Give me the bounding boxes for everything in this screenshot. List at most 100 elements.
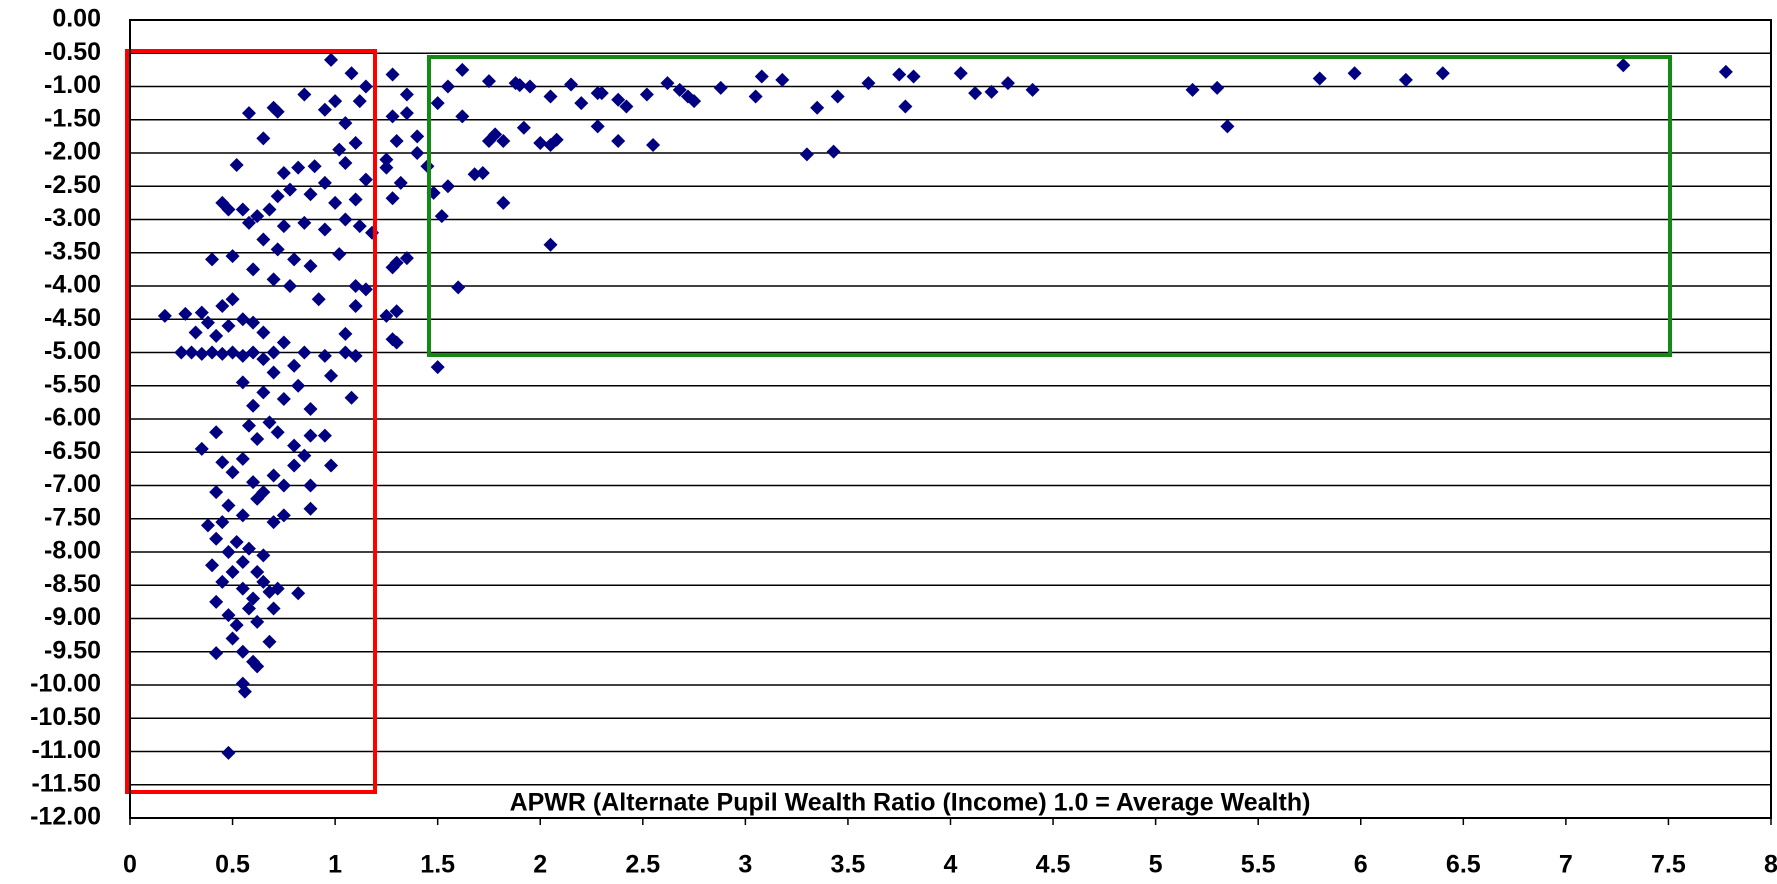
x-tick-label: 4.5: [1036, 851, 1071, 879]
point: [564, 77, 579, 92]
point: [205, 558, 220, 573]
point: [317, 428, 332, 443]
point: [262, 415, 277, 430]
point: [221, 498, 236, 513]
point: [332, 142, 347, 157]
point: [209, 425, 224, 440]
y-tick-label: -4.00: [44, 271, 101, 299]
point: [574, 96, 589, 111]
point: [1220, 119, 1235, 134]
x-tick-label: 7: [1559, 851, 1573, 879]
point: [826, 144, 841, 159]
point: [291, 586, 306, 601]
y-tick-label: -9.50: [44, 636, 101, 664]
point: [270, 189, 285, 204]
point: [235, 508, 250, 523]
tick-labels: 0.00 -0.50 -1.00 -1.50 -2.00 -2.50 -3.00 -3.50 -…: [30, 5, 1777, 879]
y-tick-label: 0.00: [52, 5, 101, 33]
point: [1210, 80, 1225, 95]
point: [250, 659, 265, 674]
point: [256, 131, 271, 146]
point: [328, 195, 343, 210]
point: [393, 175, 408, 190]
point: [358, 172, 373, 187]
y-tick-label: -2.50: [44, 171, 101, 199]
point: [385, 332, 400, 347]
y-tick-label: -6.50: [44, 437, 101, 465]
point: [1435, 66, 1450, 81]
point: [968, 86, 983, 101]
point: [209, 646, 224, 661]
point: [241, 106, 256, 121]
point: [225, 292, 240, 307]
highlight-box-green: [427, 55, 1672, 357]
point: [246, 591, 261, 606]
y-tick-label: -7.00: [44, 470, 101, 498]
point: [338, 326, 353, 341]
point: [194, 346, 209, 361]
point: [410, 129, 425, 144]
point: [619, 99, 634, 114]
point: [229, 618, 244, 633]
point: [892, 67, 907, 82]
point: [256, 385, 271, 400]
point: [430, 96, 445, 111]
marks: [157, 52, 1733, 760]
point: [455, 109, 470, 124]
y-tick-label: -1.00: [44, 71, 101, 99]
point: [385, 191, 400, 206]
point: [775, 72, 790, 87]
point: [317, 102, 332, 117]
point: [543, 138, 558, 153]
point: [237, 684, 252, 699]
point: [241, 541, 256, 556]
point: [410, 146, 425, 160]
x-tick-label: 5: [1149, 851, 1163, 879]
point: [262, 202, 277, 217]
point: [861, 76, 876, 91]
point: [467, 167, 482, 182]
point: [338, 155, 353, 170]
point: [385, 109, 400, 124]
point: [324, 52, 339, 67]
y-tick-label: -8.50: [44, 570, 101, 598]
point: [672, 82, 687, 97]
point: [225, 564, 240, 579]
point: [246, 345, 261, 360]
point: [303, 478, 318, 493]
point: [250, 564, 265, 579]
point: [270, 242, 285, 257]
point: [250, 614, 265, 629]
point: [291, 160, 306, 175]
point: [209, 594, 224, 609]
x-tick-label: 3.5: [831, 851, 866, 879]
point: [434, 209, 449, 224]
point: [241, 601, 256, 616]
point: [205, 252, 220, 267]
point: [209, 328, 224, 343]
point: [594, 86, 609, 101]
point: [266, 515, 281, 530]
point: [379, 308, 394, 323]
point: [276, 508, 291, 523]
y-tick-label: -4.50: [44, 304, 101, 332]
point: [188, 325, 203, 340]
point: [810, 100, 825, 115]
point: [266, 272, 281, 287]
point: [533, 136, 548, 151]
x-tick-label: 4: [944, 851, 958, 879]
point: [332, 247, 347, 262]
x-axis-label: APWR (Alternate Pupil Wealth Ratio (Inco…: [510, 789, 1311, 817]
point: [266, 601, 281, 616]
point: [266, 345, 281, 360]
point: [481, 74, 496, 89]
point: [297, 345, 312, 360]
y-tick-label: -7.50: [44, 503, 101, 531]
point: [348, 136, 363, 151]
point: [246, 262, 261, 277]
point: [324, 458, 339, 473]
point: [399, 251, 414, 266]
point: [225, 631, 240, 646]
point: [250, 209, 265, 224]
point: [174, 345, 189, 360]
